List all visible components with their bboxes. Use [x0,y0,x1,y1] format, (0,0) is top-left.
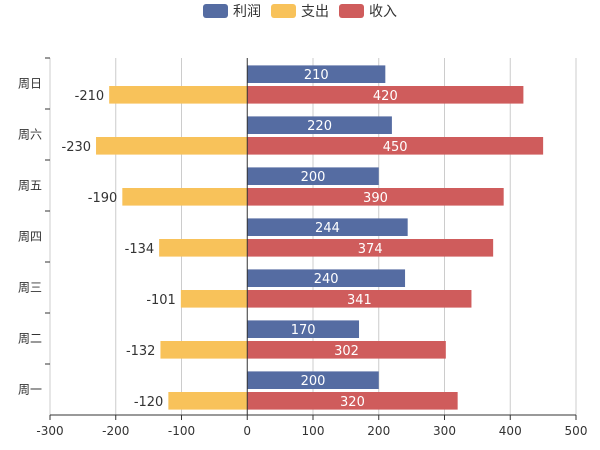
axes-group: -300 -200 -100 0 100 200 300 400 500 周一 周二 周三 周四 周五 周六… [18,57,588,438]
bar-income[interactable] [247,392,458,410]
bar-expense[interactable] [180,290,248,308]
y-category-label: 周三 [18,281,42,295]
bar-profit[interactable] [247,65,386,83]
bar-expense[interactable] [168,392,248,410]
x-tick-label: -300 [36,424,63,438]
bar-expense[interactable] [96,137,248,155]
y-category-label: 周二 [18,332,42,346]
y-category-label: 周一 [18,383,42,397]
x-tick-label: 400 [499,424,522,438]
bar-value-label: -230 [62,140,92,155]
bar-value-label: -210 [75,89,105,104]
bar-value-label: 374 [358,242,383,257]
bar-expense[interactable] [159,239,248,257]
bar-value-label: 200 [301,170,326,185]
chart-legend: 利润 支出 收入 [203,4,397,20]
bar-value-label: 240 [314,272,339,287]
grid-lines [49,58,577,415]
bar-value-label: 320 [340,395,365,410]
legend-swatch[interactable] [339,4,364,18]
bar-value-label: -190 [88,191,118,206]
bars-group: 200 -120 320 170 -132 302 240 -101 341 244 -134 374… [62,65,544,410]
legend-label[interactable]: 利润 [233,4,261,20]
legend-label[interactable]: 收入 [369,4,397,20]
y-category-label: 周六 [18,128,42,142]
bar-profit[interactable] [247,371,379,389]
y-category-label: 周五 [18,179,42,193]
bar-expense[interactable] [160,341,248,359]
bar-value-label: 302 [334,344,359,359]
bar-profit[interactable] [247,320,360,338]
bar-value-label: 200 [301,374,326,389]
bar-value-label: 210 [304,68,329,83]
x-tick-label: -200 [102,424,129,438]
y-category-label: 周日 [18,77,42,91]
bar-income[interactable] [247,86,524,104]
bar-income[interactable] [247,290,472,308]
bar-value-label: 420 [373,89,398,104]
x-tick-label: 500 [565,424,588,438]
x-tick-label: 200 [367,424,390,438]
bar-profit[interactable] [247,269,406,287]
bar-expense[interactable] [109,86,248,104]
x-tick-label: -100 [168,424,195,438]
legend-swatch[interactable] [203,4,228,18]
x-tick-label: 100 [302,424,325,438]
legend-label[interactable]: 支出 [301,4,329,20]
bar-value-label: -132 [126,344,156,359]
legend-swatch[interactable] [271,4,296,18]
bar-profit[interactable] [247,116,392,134]
bar-value-label: 220 [307,119,332,134]
bar-profit[interactable] [247,218,408,236]
bar-value-label: 450 [383,140,408,155]
x-tick-label: 300 [433,424,456,438]
bar-value-label: -101 [146,293,176,308]
y-category-label: 周四 [18,230,42,244]
bar-value-label: -120 [134,395,164,410]
bar-value-label: -134 [125,242,155,257]
x-tick-label: 0 [243,424,251,438]
bar-income[interactable] [247,188,504,206]
bar-expense[interactable] [122,188,248,206]
bar-value-label: 244 [315,221,340,236]
bar-value-label: 341 [347,293,372,308]
bar-income[interactable] [247,137,544,155]
bar-income[interactable] [247,239,494,257]
bar-income[interactable] [247,341,446,359]
bar-profit[interactable] [247,167,379,185]
bar-value-label: 170 [291,323,316,338]
bar-value-label: 390 [363,191,388,206]
